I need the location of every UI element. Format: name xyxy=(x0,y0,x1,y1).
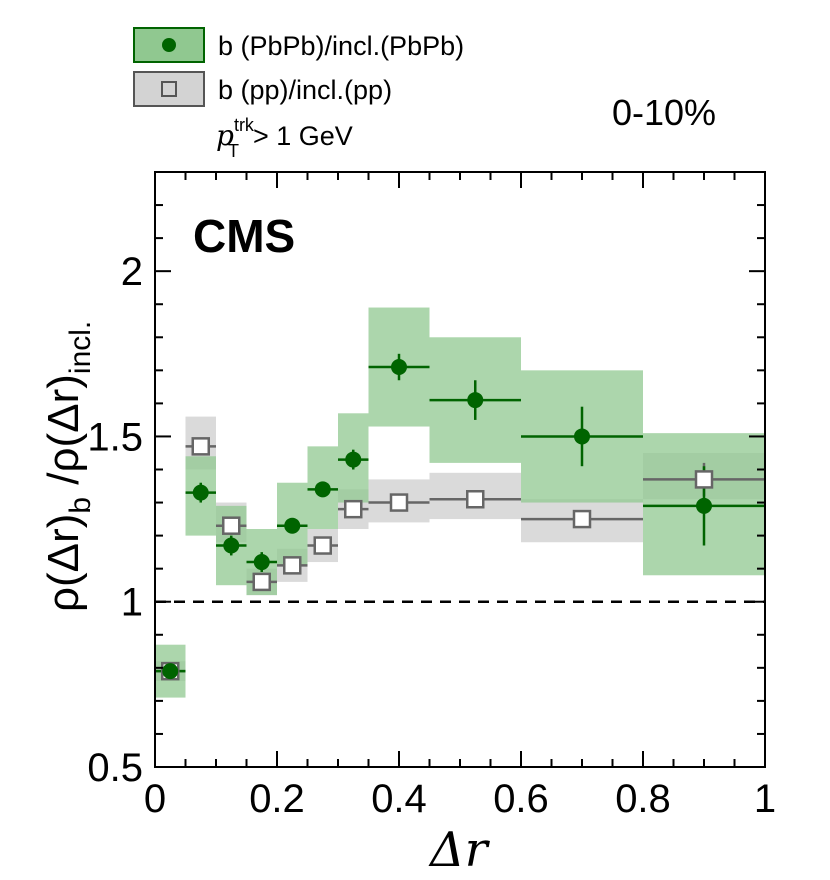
point-pp-10 xyxy=(694,470,714,489)
y-tick-label-3: 2 xyxy=(121,250,143,294)
centrality-label: 0-10% xyxy=(612,92,716,133)
y-tick-label-1: 1 xyxy=(121,581,143,625)
point-pp-7 xyxy=(389,493,409,512)
point-pp-1 xyxy=(191,437,210,456)
ylabel-sub2: incl. xyxy=(64,321,97,374)
point-pp-2 xyxy=(222,516,241,535)
cut-sup: trk xyxy=(234,115,255,135)
x-axis-label: Δr xyxy=(428,822,491,878)
point-pp-3 xyxy=(252,572,271,592)
y-tick-label-2: 1.5 xyxy=(87,415,143,459)
ylabel-part2: /ρ(Δr) xyxy=(39,374,88,497)
point-pbpb-10 xyxy=(696,497,712,514)
point-pp-5 xyxy=(313,536,332,555)
ylabel-sub1: b xyxy=(64,497,97,514)
y-axis-label: ρ(Δr)b /ρ(Δr)incl. xyxy=(39,321,97,612)
y-tick-label-0: 0.5 xyxy=(87,746,143,790)
point-pbpb-6 xyxy=(345,451,362,468)
point-pbpb-9 xyxy=(574,428,590,445)
legend: b (PbPb)/incl.(PbPb) b (pp)/incl.(pp) pt… xyxy=(133,27,464,161)
x-tick-label-2: 0.4 xyxy=(371,777,427,821)
legend-marker-pbpb xyxy=(162,38,176,52)
point-pp-8 xyxy=(466,490,485,509)
x-tick-label-3: 0.6 xyxy=(493,777,549,821)
experiment-label: CMS xyxy=(193,210,295,262)
point-pbpb-7 xyxy=(391,359,407,376)
point-pp-4 xyxy=(283,556,302,575)
point-pp-9 xyxy=(572,509,592,529)
cut-rest: > 1 GeV xyxy=(253,121,353,151)
x-tick-label-0: 0 xyxy=(144,777,166,821)
x-tick-label-1: 0.2 xyxy=(249,777,305,821)
point-pbpb-2 xyxy=(223,537,240,554)
point-pbpb-3 xyxy=(253,554,270,571)
legend-entry-pp: b (pp)/incl.(pp) xyxy=(133,71,392,107)
axis-ticks xyxy=(154,171,766,768)
legend-marker-pp xyxy=(161,81,177,97)
track-pt-cut-label: ptrk T > 1 GeV xyxy=(216,115,353,161)
cut-sub: T xyxy=(228,141,239,161)
legend-label-pbpb: b (PbPb)/incl.(PbPb) xyxy=(218,31,464,61)
x-tick-label-5: 1 xyxy=(754,777,776,821)
legend-swatch-pbpb xyxy=(133,27,205,63)
x-tick-label-4: 0.8 xyxy=(615,777,671,821)
ylabel-part1: ρ(Δr) xyxy=(39,514,88,612)
cut-var: p xyxy=(216,119,234,152)
legend-label-pp: b (pp)/incl.(pp) xyxy=(218,75,392,105)
point-pbpb-1 xyxy=(192,484,209,501)
data-markers xyxy=(161,359,714,681)
tick-labels: 0 0.2 0.4 0.6 0.8 1 0.5 1 1.5 2 xyxy=(87,250,776,821)
systematic-bands xyxy=(155,307,765,698)
point-pbpb-0 xyxy=(162,663,179,680)
legend-swatch-pp xyxy=(133,71,205,107)
legend-entry-pbpb: b (PbPb)/incl.(PbPb) xyxy=(133,27,464,63)
point-pbpb-4 xyxy=(284,517,301,534)
point-pp-6 xyxy=(344,499,363,519)
point-pbpb-8 xyxy=(467,392,484,409)
point-pbpb-5 xyxy=(314,481,331,498)
